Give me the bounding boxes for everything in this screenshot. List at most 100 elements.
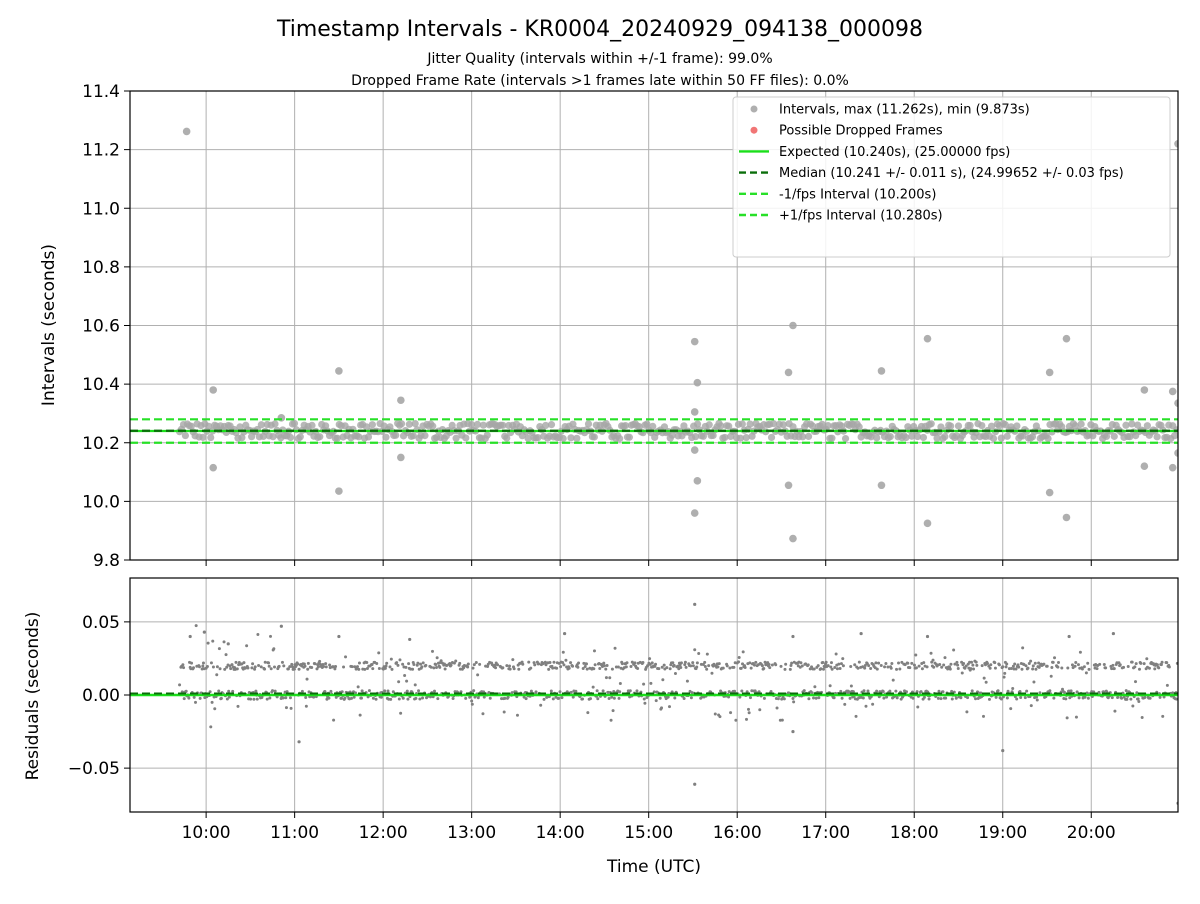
residual-point [250,666,254,670]
residual-point [989,663,993,667]
residual-point [350,696,354,700]
residual-point [636,666,640,670]
residual-point [286,667,290,671]
residual-point [952,648,956,652]
legend-entry: -1/fps Interval (10.200s) [739,187,936,202]
residual-point [388,665,392,669]
residual-point [254,689,258,693]
residual-point [713,712,717,716]
x-tick-label: 11:00 [270,823,319,843]
residual-point [401,696,405,700]
residual-point [1083,695,1087,699]
residual-point [830,667,834,671]
interval-point [736,434,744,442]
chart-subtitle-jitter: Jitter Quality (intervals within +/-1 fr… [426,51,772,67]
residual-point [854,714,858,718]
residual-point [703,665,707,669]
residual-point [1143,696,1147,700]
legend-label: Intervals, max (11.262s), min (9.873s) [779,103,1030,118]
residual-point [1118,663,1122,667]
residual-point [1160,660,1164,664]
residual-point [217,647,221,651]
residual-point [558,690,562,694]
residual-point [1042,662,1046,666]
residual-point [178,683,182,687]
residual-point [969,667,973,671]
residual-point [458,661,462,665]
residual-point [1025,689,1029,693]
residual-point [206,641,210,645]
residual-point [419,662,423,666]
residual-point [689,664,693,668]
residual-point [1056,665,1060,669]
residual-point [997,663,1001,667]
residual-point [1031,664,1035,668]
residual-point [571,695,575,699]
residual-point [1074,660,1078,664]
residual-outlier-point [925,634,930,639]
residual-point [716,665,720,669]
residual-point [737,656,741,660]
residual-point [914,666,918,670]
residual-point [936,696,940,700]
interval-point [660,423,669,431]
residual-point [705,667,709,671]
residual-point [231,689,235,693]
residual-point [471,666,475,670]
residual-point [974,660,978,664]
residual-point [900,660,904,664]
residual-point [567,666,571,670]
interval-point [1003,432,1011,440]
residual-point [884,662,888,666]
residual-point [964,664,968,668]
residual-point [642,682,646,686]
residual-point [459,690,463,694]
residual-point [548,660,552,664]
interval-point [989,434,998,443]
interval-point [468,420,476,429]
residual-point [277,664,281,668]
residual-point [194,624,198,628]
interval-point [1077,420,1085,428]
residual-point [660,665,664,669]
interval-point [333,434,341,442]
interval-point [584,420,593,428]
residual-point [770,663,774,667]
interval-point [1153,433,1161,441]
residual-point [401,662,405,666]
interval-point [421,432,429,440]
residual-point [1034,667,1038,671]
residual-point [333,667,337,671]
residual-outlier-point [791,634,795,639]
residual-point [841,657,845,661]
residual-point [1098,662,1102,666]
residual-point [577,661,581,665]
residual-point [1084,671,1088,675]
residual-point [1112,667,1116,671]
residual-point [906,661,910,665]
residual-point [576,665,580,669]
residual-point [213,707,217,711]
interval-point [1089,432,1097,440]
interval-point [919,433,928,442]
residual-point [399,711,403,715]
residual-point [329,689,333,693]
residual-point [963,666,967,670]
residual-point [476,696,480,700]
residual-point [832,696,836,700]
residual-point [697,652,701,656]
residual-point [367,689,371,693]
x-tick-label: 12:00 [359,823,408,843]
interval-point [271,420,279,428]
residual-point [904,690,908,694]
residual-point [496,663,500,667]
interval-point [643,420,651,428]
residual-outlier-point [1001,748,1005,753]
residual-point [748,661,752,665]
residuals-y-tick-label: −0.05 [68,759,120,779]
residual-point [390,667,394,671]
residual-point [464,696,468,700]
residual-point [941,690,945,694]
residual-point [406,697,410,701]
residual-point [972,667,976,671]
